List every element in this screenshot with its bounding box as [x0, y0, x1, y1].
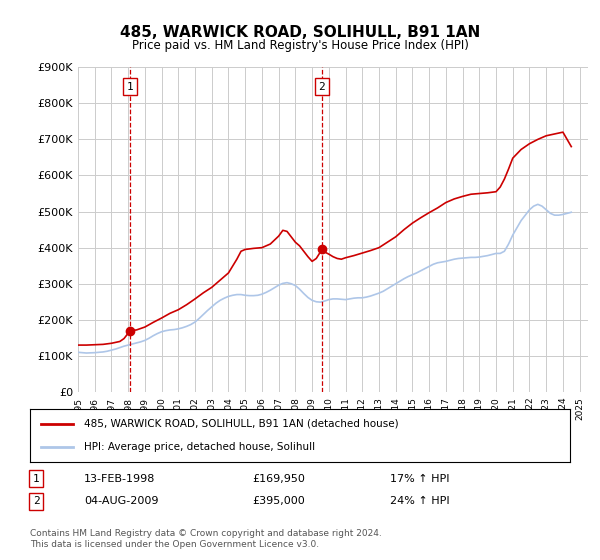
- Text: 13-FEB-1998: 13-FEB-1998: [84, 474, 155, 484]
- Text: £395,000: £395,000: [252, 496, 305, 506]
- Text: 485, WARWICK ROAD, SOLIHULL, B91 1AN: 485, WARWICK ROAD, SOLIHULL, B91 1AN: [120, 25, 480, 40]
- Text: 17% ↑ HPI: 17% ↑ HPI: [390, 474, 449, 484]
- Text: 04-AUG-2009: 04-AUG-2009: [84, 496, 158, 506]
- Text: HPI: Average price, detached house, Solihull: HPI: Average price, detached house, Soli…: [84, 442, 315, 452]
- Text: 2: 2: [319, 82, 325, 92]
- Text: 1: 1: [127, 82, 134, 92]
- Text: 485, WARWICK ROAD, SOLIHULL, B91 1AN (detached house): 485, WARWICK ROAD, SOLIHULL, B91 1AN (de…: [84, 419, 398, 429]
- Text: 1: 1: [32, 474, 40, 484]
- Text: £169,950: £169,950: [252, 474, 305, 484]
- Text: Price paid vs. HM Land Registry's House Price Index (HPI): Price paid vs. HM Land Registry's House …: [131, 39, 469, 52]
- Text: 2: 2: [32, 496, 40, 506]
- Text: 24% ↑ HPI: 24% ↑ HPI: [390, 496, 449, 506]
- Text: Contains HM Land Registry data © Crown copyright and database right 2024.
This d: Contains HM Land Registry data © Crown c…: [30, 529, 382, 549]
